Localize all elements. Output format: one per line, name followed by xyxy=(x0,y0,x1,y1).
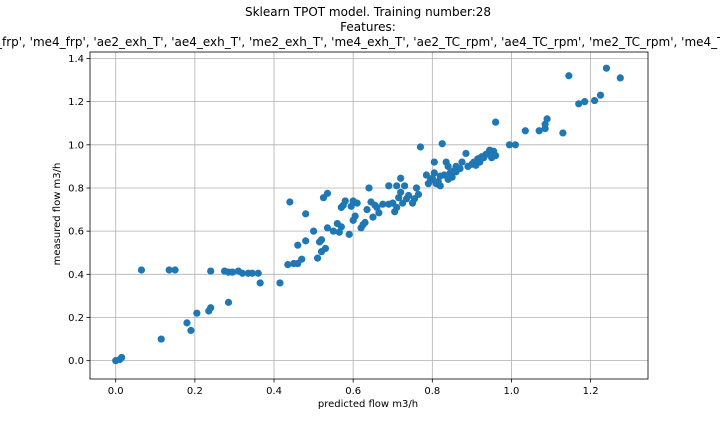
data-point xyxy=(318,236,325,243)
data-point xyxy=(314,255,321,262)
data-point xyxy=(431,158,438,165)
data-point xyxy=(462,150,469,157)
data-point xyxy=(458,158,465,165)
data-point xyxy=(257,279,264,286)
x-tick-label: 0.4 xyxy=(266,386,282,397)
data-point xyxy=(543,115,550,122)
y-tick-label: 1.0 xyxy=(68,140,84,151)
y-tick-label: 0.8 xyxy=(68,183,84,194)
y-tick-label: 0.6 xyxy=(68,227,84,238)
chart-title-line-1: Sklearn TPOT model. Training number:28 xyxy=(245,5,491,19)
data-point xyxy=(363,206,370,213)
data-point xyxy=(225,299,232,306)
x-tick-label: 0.6 xyxy=(345,386,361,397)
data-point xyxy=(397,175,404,182)
data-point xyxy=(361,219,368,226)
data-point xyxy=(369,214,376,221)
data-point xyxy=(193,310,200,317)
y-tick-label: 0.0 xyxy=(68,356,84,367)
data-point xyxy=(207,267,214,274)
chart-title-line-2: Features: xyxy=(340,20,396,34)
data-point xyxy=(617,74,624,81)
data-point xyxy=(413,184,420,191)
data-point xyxy=(352,212,359,219)
data-point xyxy=(354,199,361,206)
data-point xyxy=(393,182,400,189)
data-point xyxy=(603,65,610,72)
x-tick-label: 0.8 xyxy=(424,386,440,397)
y-tick-label: 1.2 xyxy=(68,97,84,108)
data-point xyxy=(512,141,519,148)
data-point xyxy=(298,256,305,263)
chart-title-line-3: ['ae2_frp', 'me4_frp', 'ae2_exh_T', 'ae4… xyxy=(0,35,720,49)
data-point xyxy=(439,140,446,147)
data-point xyxy=(401,182,408,189)
data-point xyxy=(302,237,309,244)
x-axis-ticks: 0.0 0.2 0.4 0.6 0.8 1.0 1.2 xyxy=(108,379,599,397)
data-point xyxy=(322,245,329,252)
x-tick-label: 1.2 xyxy=(583,386,599,397)
data-point xyxy=(187,327,194,334)
y-tick-label: 1.4 xyxy=(68,54,84,65)
data-point xyxy=(171,266,178,273)
data-point xyxy=(565,72,572,79)
data-point xyxy=(138,266,145,273)
y-tick-label: 0.4 xyxy=(68,270,84,281)
data-point xyxy=(286,198,293,205)
data-point xyxy=(276,279,283,286)
data-point xyxy=(324,190,331,197)
data-point xyxy=(255,270,262,277)
data-point xyxy=(375,209,382,216)
data-point xyxy=(456,165,463,172)
data-point xyxy=(581,98,588,105)
y-tick-label: 0.2 xyxy=(68,313,84,324)
data-point xyxy=(393,204,400,211)
x-axis-label: predicted flow m3/h xyxy=(318,399,418,410)
data-point xyxy=(522,127,529,134)
data-point xyxy=(437,182,444,189)
data-point xyxy=(365,184,372,191)
data-point xyxy=(158,335,165,342)
y-axis-ticks: 0.0 0.2 0.4 0.6 0.8 1.0 1.2 1.4 xyxy=(68,54,90,367)
data-point xyxy=(302,210,309,217)
data-point xyxy=(385,182,392,189)
data-point xyxy=(207,304,214,311)
data-point xyxy=(338,223,345,230)
x-tick-label: 0.0 xyxy=(108,386,124,397)
data-point xyxy=(346,231,353,238)
data-point xyxy=(445,163,452,170)
y-axis-label: measured flow m3/h xyxy=(52,163,63,266)
data-point xyxy=(415,191,422,198)
data-point xyxy=(118,354,125,361)
data-point xyxy=(591,97,598,104)
data-point xyxy=(294,242,301,249)
grid xyxy=(90,52,648,379)
data-point xyxy=(342,197,349,204)
data-points xyxy=(112,65,624,365)
data-point xyxy=(597,92,604,99)
data-point xyxy=(397,189,404,196)
data-point xyxy=(417,143,424,150)
data-point xyxy=(559,129,566,136)
data-point xyxy=(492,119,499,126)
x-tick-label: 1.0 xyxy=(504,386,520,397)
data-point xyxy=(492,152,499,159)
plot-frame xyxy=(90,52,648,379)
data-point xyxy=(310,228,317,235)
data-point xyxy=(183,319,190,326)
x-tick-label: 0.2 xyxy=(187,386,203,397)
